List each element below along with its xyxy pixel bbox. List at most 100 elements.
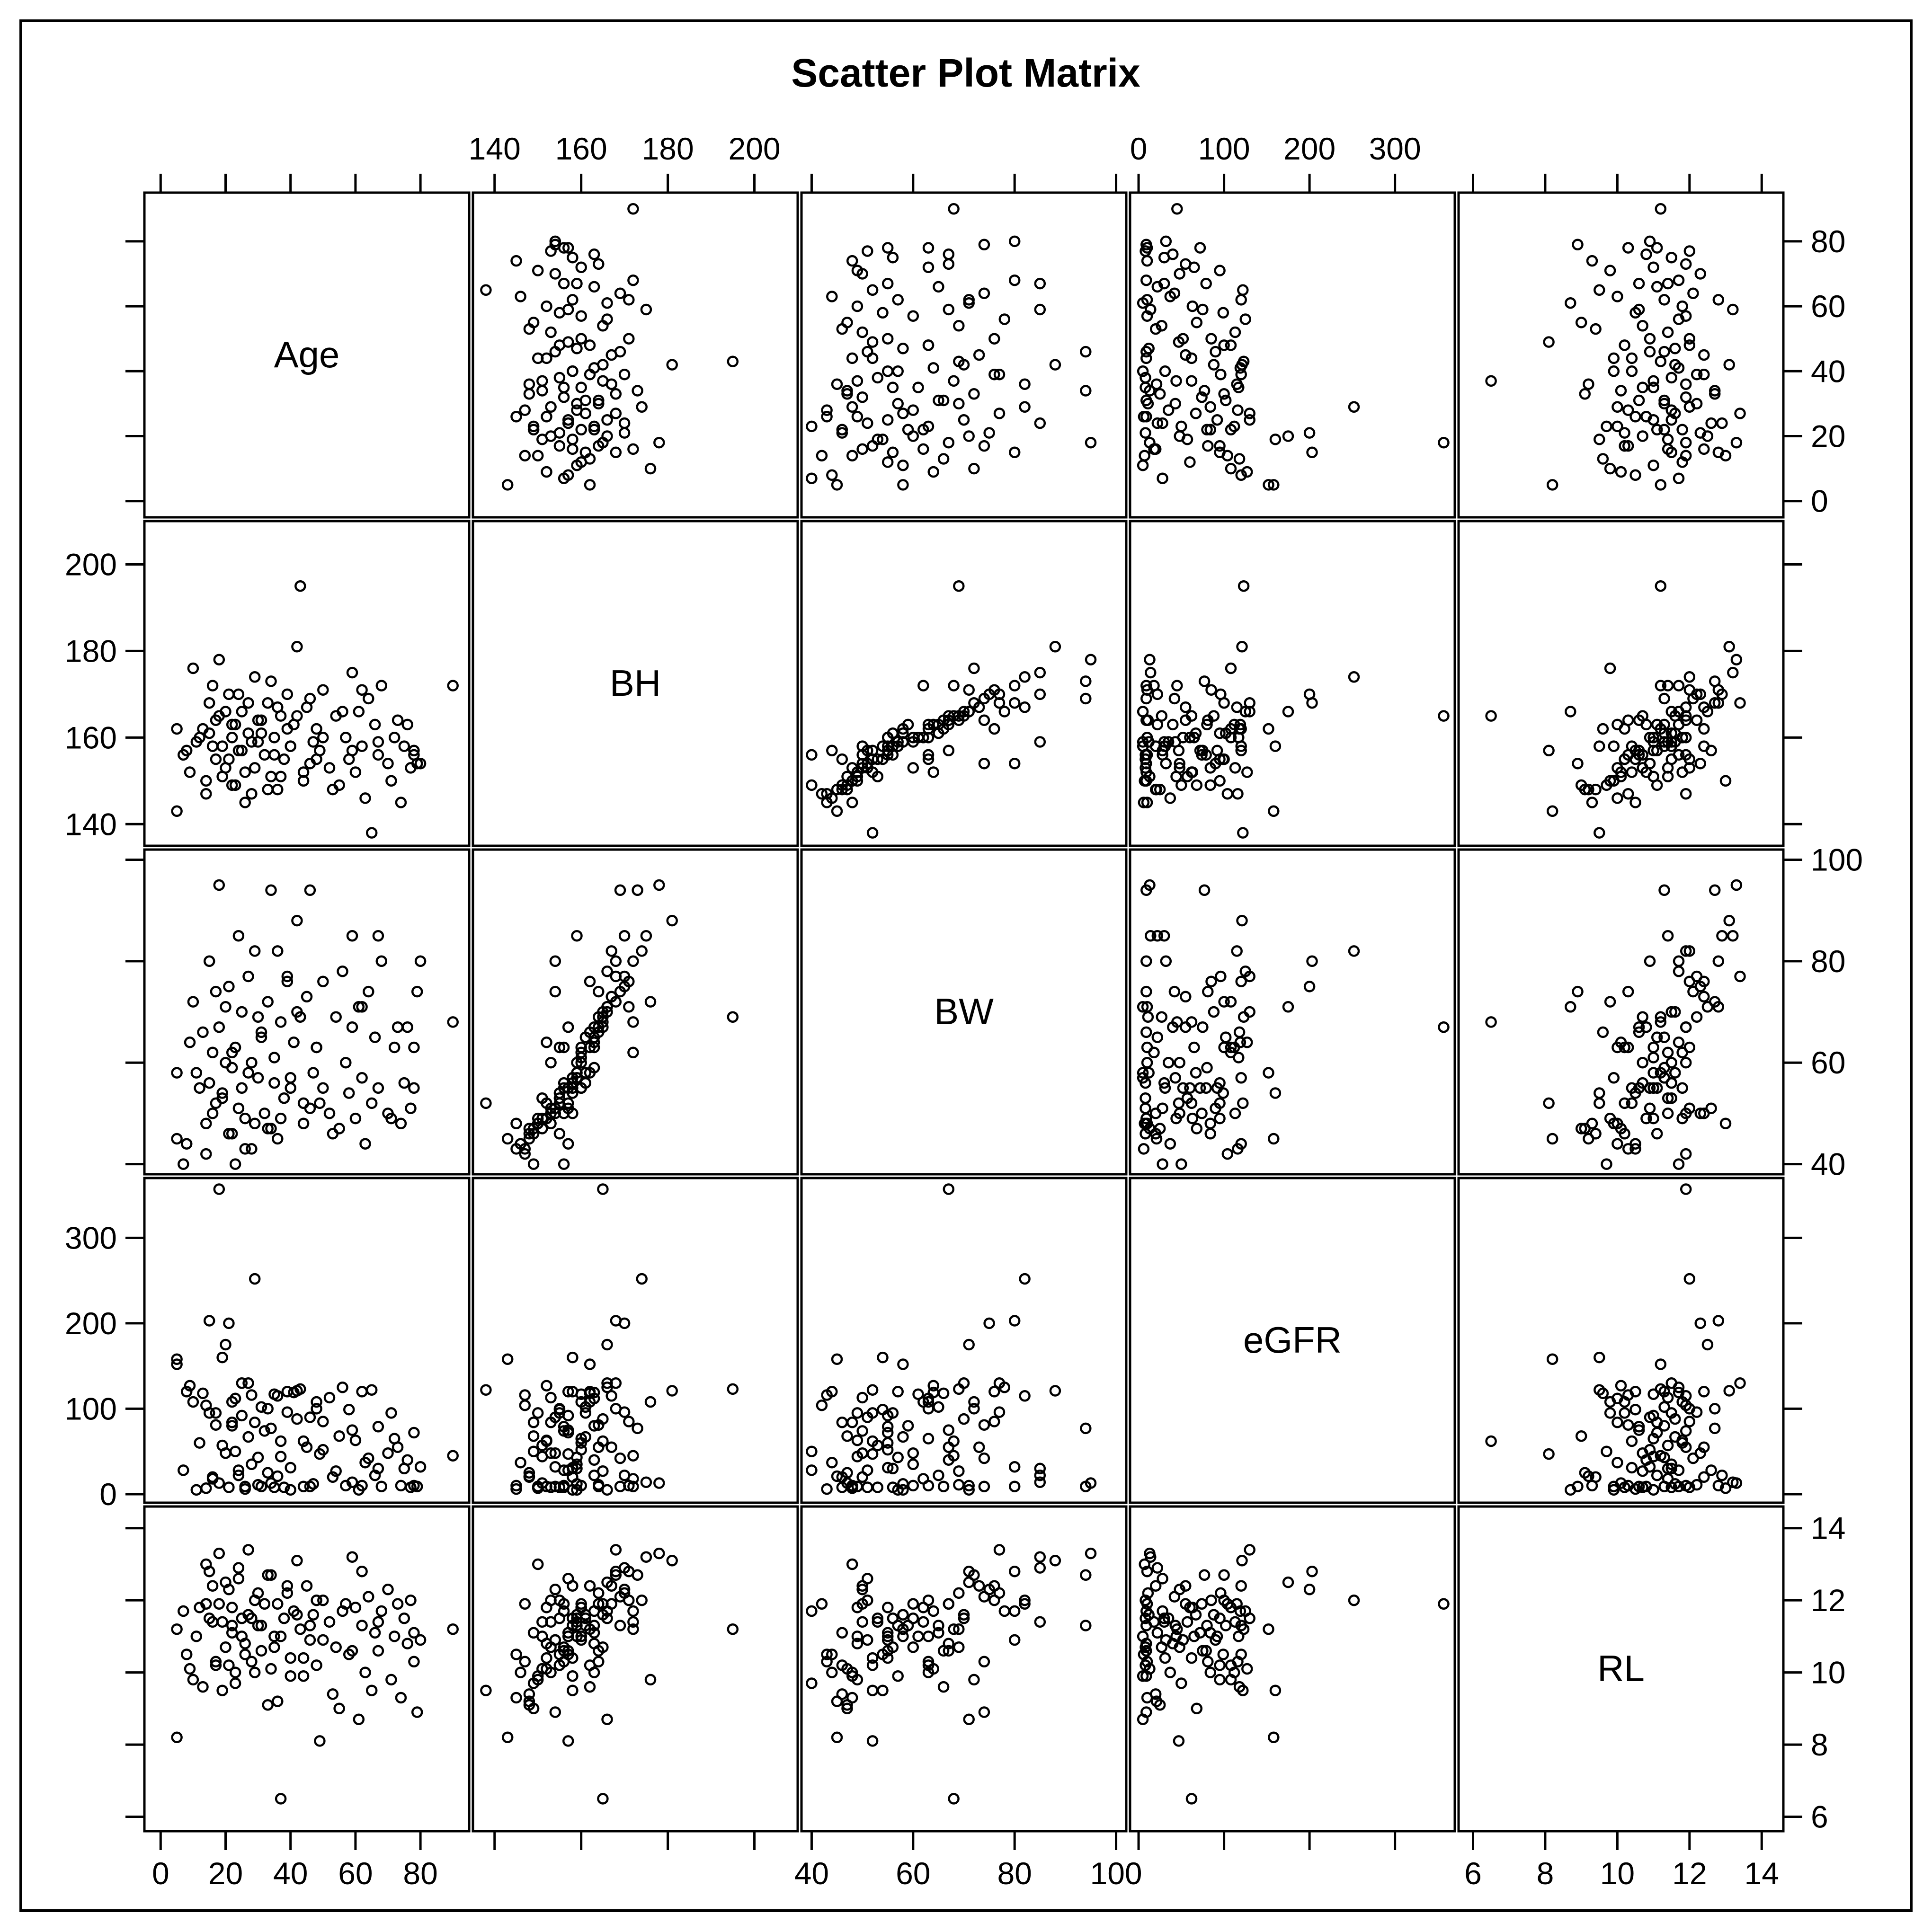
point: [375, 1605, 388, 1617]
point: [236, 744, 248, 757]
point: [826, 1456, 838, 1469]
point: [1590, 1471, 1602, 1483]
point: [831, 378, 843, 390]
point: [1575, 317, 1587, 328]
point: [558, 277, 570, 290]
point: [1680, 714, 1692, 726]
point: [948, 680, 960, 691]
point: [1662, 326, 1674, 338]
point: [892, 294, 904, 306]
point: [1586, 797, 1598, 808]
point: [881, 242, 894, 254]
point: [1719, 1482, 1732, 1494]
point: [1171, 1623, 1183, 1635]
point: [1680, 1425, 1692, 1437]
y-tick-label-Age: 20: [1811, 419, 1845, 454]
point: [1268, 805, 1280, 817]
point: [998, 706, 1011, 718]
point: [958, 414, 970, 426]
point: [851, 1407, 864, 1419]
point: [897, 1631, 909, 1642]
point: [1208, 710, 1220, 722]
point: [1177, 1082, 1189, 1094]
point: [1181, 1616, 1193, 1628]
point: [1142, 714, 1154, 726]
point: [262, 1699, 274, 1711]
point: [1180, 714, 1192, 726]
point: [408, 1082, 420, 1094]
point: [1572, 1480, 1584, 1492]
point: [1698, 1471, 1710, 1483]
point: [1730, 879, 1743, 891]
point: [571, 1458, 583, 1471]
point: [1034, 1616, 1046, 1628]
point: [1218, 1041, 1230, 1054]
y-tick-label-BW: 40: [1811, 1147, 1845, 1182]
point: [1438, 710, 1450, 722]
x-tick-label-eGFR: 300: [1369, 131, 1421, 166]
point: [178, 749, 189, 761]
point: [887, 1462, 899, 1475]
point: [917, 424, 929, 436]
point: [1145, 930, 1157, 942]
point: [197, 1387, 209, 1400]
point: [272, 1390, 284, 1402]
point: [1204, 401, 1216, 413]
point: [1485, 710, 1497, 722]
point: [1141, 1656, 1153, 1668]
point: [1716, 930, 1728, 942]
point: [1348, 945, 1360, 957]
points-Age-vs-eGFR: [1137, 203, 1450, 491]
panel-BW-Age: [143, 848, 471, 1176]
point: [340, 732, 352, 744]
point: [291, 1413, 303, 1425]
point: [317, 1634, 329, 1646]
point: [1680, 1183, 1692, 1195]
point: [1719, 775, 1732, 787]
point: [821, 404, 833, 416]
point: [816, 1598, 828, 1610]
point: [907, 1447, 919, 1459]
point: [1218, 388, 1230, 400]
point: [1049, 359, 1061, 371]
point: [623, 1416, 635, 1427]
point: [236, 1082, 248, 1094]
point: [1225, 462, 1237, 475]
point: [988, 684, 1000, 696]
point: [575, 1634, 587, 1646]
point: [1140, 427, 1151, 439]
point: [349, 766, 362, 778]
point: [268, 1631, 280, 1642]
point: [836, 427, 848, 439]
point: [1215, 970, 1227, 983]
point: [346, 1645, 358, 1657]
point: [1608, 740, 1620, 752]
point: [1705, 417, 1717, 429]
point: [297, 1670, 310, 1682]
point: [562, 1021, 574, 1033]
point: [226, 1062, 238, 1074]
point: [1662, 277, 1674, 290]
point: [1698, 368, 1710, 381]
point: [1665, 1407, 1677, 1419]
point: [1579, 783, 1591, 796]
point: [1235, 368, 1247, 381]
point: [623, 333, 635, 345]
point: [216, 1616, 228, 1628]
point: [365, 827, 378, 839]
point: [1239, 706, 1251, 718]
point: [1138, 797, 1150, 808]
point: [1611, 1456, 1623, 1469]
point: [1085, 654, 1097, 665]
point: [877, 307, 889, 319]
point: [232, 1102, 245, 1114]
x-tick-label-BW: 60: [896, 1856, 930, 1891]
point: [1673, 749, 1685, 761]
point: [601, 297, 613, 309]
point: [401, 1454, 413, 1466]
point: [536, 1451, 548, 1462]
point: [1701, 430, 1714, 442]
point: [200, 1117, 212, 1130]
point: [623, 1480, 635, 1492]
point: [1590, 323, 1602, 335]
